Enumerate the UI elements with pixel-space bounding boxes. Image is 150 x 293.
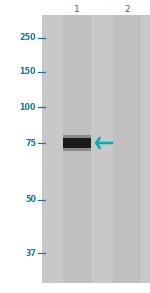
Text: 1: 1: [74, 6, 80, 14]
Bar: [63, 138, 91, 148]
Bar: [63, 135, 91, 151]
Bar: [113, 15, 141, 283]
Text: 2: 2: [124, 6, 130, 14]
Text: 50: 50: [25, 195, 36, 205]
Text: 75: 75: [25, 139, 36, 147]
Bar: [42, 15, 150, 283]
Text: 37: 37: [25, 248, 36, 258]
Text: 250: 250: [19, 33, 36, 42]
Text: 150: 150: [20, 67, 36, 76]
Text: 100: 100: [20, 103, 36, 112]
Bar: [63, 15, 91, 283]
